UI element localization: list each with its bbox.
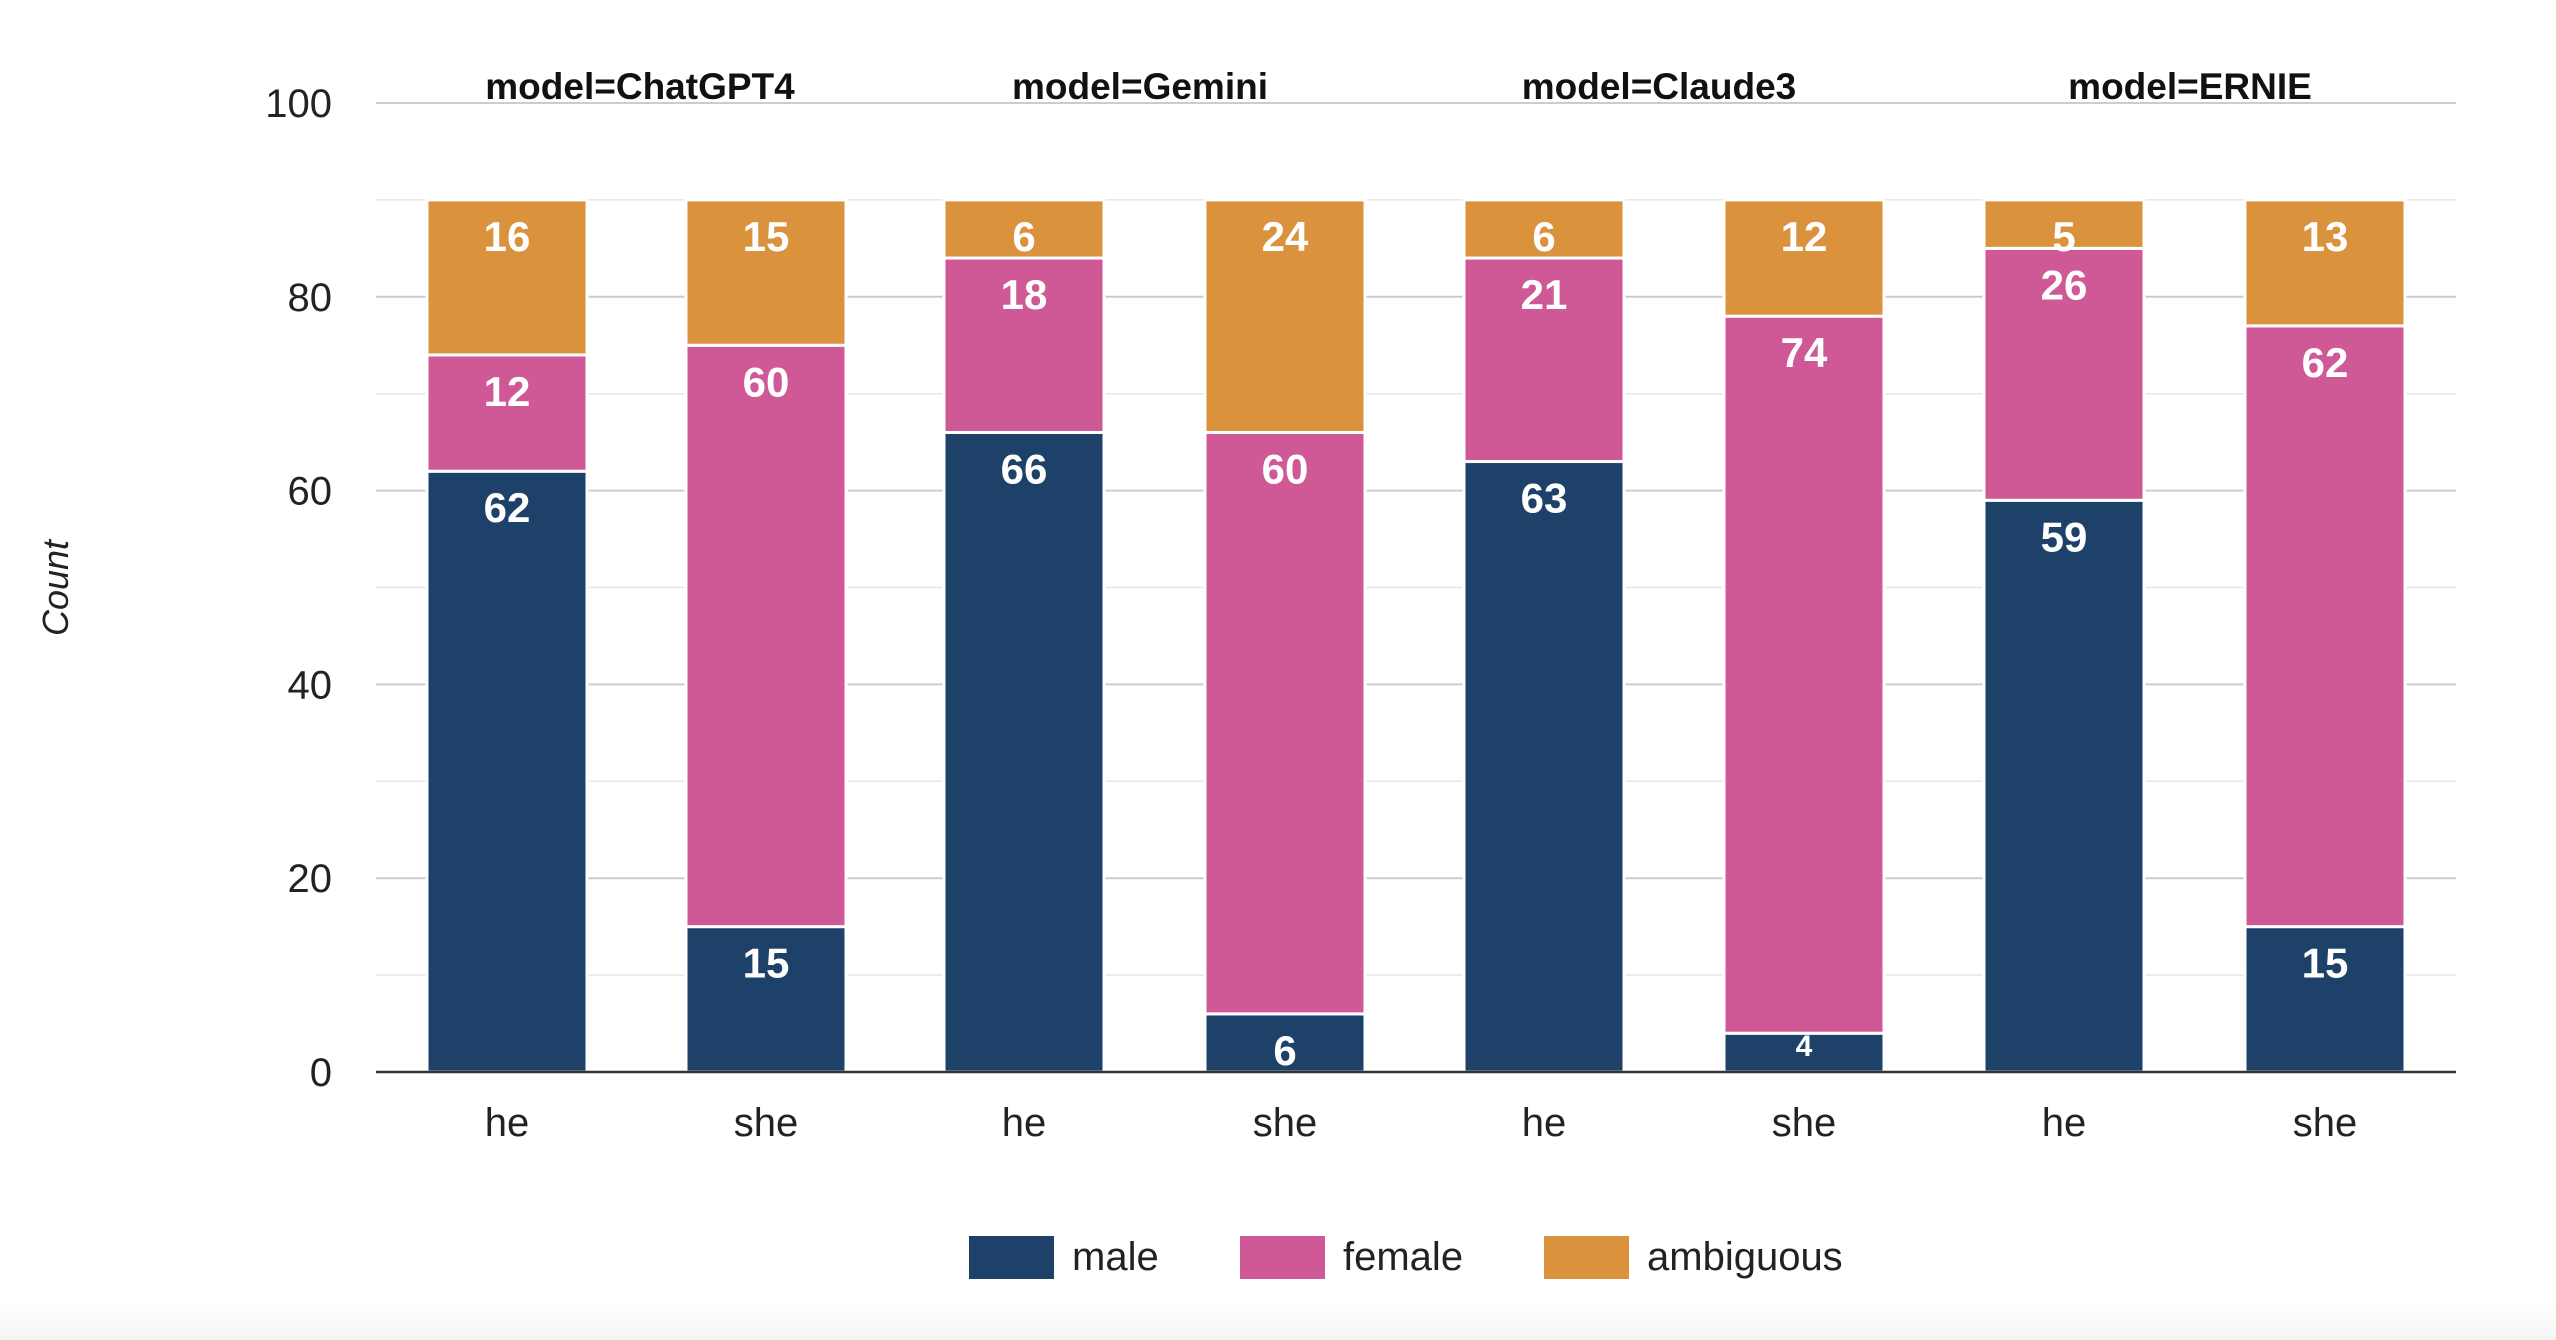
- bar-segment-ambiguous: [2243, 198, 2407, 328]
- legend: male female ambiguous: [969, 1235, 1843, 1279]
- x-tick-label: he: [1002, 1101, 1047, 1145]
- panel-title: model=Claude3: [1522, 66, 1797, 107]
- x-axis: he she he she he she he she: [376, 1070, 2456, 1145]
- data-labels: 6212161560156618666024632164741259265156…: [484, 213, 2349, 1074]
- data-label: 5: [2052, 213, 2075, 260]
- bar-segment-female: [1722, 314, 1886, 1035]
- bar-segment-ambiguous: [1722, 198, 1886, 318]
- bar-segment-male: [942, 430, 1106, 1074]
- data-label: 74: [1781, 329, 1828, 376]
- y-tick-label: 80: [288, 276, 333, 320]
- panel-titles: model=ChatGPT4 model=Gemini model=Claude3 m…: [485, 66, 2312, 107]
- data-label: 66: [1001, 445, 1048, 492]
- bar-segment-male: [1982, 498, 2146, 1074]
- bar-segment-ambiguous: [1203, 198, 1367, 434]
- y-tick-label: 40: [288, 663, 333, 707]
- y-axis-title: Count: [35, 538, 76, 636]
- data-label: 59: [2041, 513, 2088, 560]
- bar-segment-ambiguous: [684, 198, 848, 347]
- data-label: 15: [743, 940, 790, 987]
- bar-segment-male: [425, 469, 589, 1074]
- data-label: 60: [1262, 445, 1309, 492]
- data-label: 26: [2041, 261, 2088, 308]
- data-label: 6: [1532, 213, 1555, 260]
- legend-swatch-ambiguous: [1544, 1236, 1629, 1279]
- legend-label-ambiguous: ambiguous: [1647, 1235, 1843, 1279]
- data-label: 12: [1781, 213, 1828, 260]
- bar-segment-female: [2243, 324, 2407, 929]
- data-label: 6: [1273, 1027, 1296, 1074]
- data-label: 15: [2302, 940, 2349, 987]
- x-tick-label: she: [1253, 1101, 1318, 1145]
- data-label: 16: [484, 213, 531, 260]
- y-axis: 0 20 40 60 80 100 Count: [35, 82, 332, 1095]
- x-tick-label: she: [734, 1101, 799, 1145]
- data-label: 63: [1521, 475, 1568, 522]
- data-label: 12: [484, 368, 531, 415]
- legend-swatch-female: [1240, 1236, 1325, 1279]
- y-tick-label: 0: [310, 1051, 332, 1095]
- bar-segment-ambiguous: [1982, 198, 2146, 250]
- data-label: 18: [1001, 271, 1048, 318]
- bar-segment-ambiguous: [425, 198, 589, 357]
- legend-label-male: male: [1072, 1235, 1159, 1279]
- bar-segment-female: [684, 343, 848, 929]
- x-tick-label: he: [1522, 1101, 1567, 1145]
- panel-title: model=Gemini: [1012, 66, 1268, 107]
- x-tick-label: he: [485, 1101, 530, 1145]
- data-label: 6: [1012, 213, 1035, 260]
- x-tick-label: he: [2042, 1101, 2087, 1145]
- y-tick-label: 20: [288, 857, 333, 901]
- bars: [425, 198, 2407, 1074]
- bar-segment-female: [1982, 246, 2146, 502]
- data-label: 13: [2302, 213, 2349, 260]
- y-tick-label: 100: [265, 82, 332, 126]
- data-label: 60: [743, 358, 790, 405]
- panel-title: model=ChatGPT4: [485, 66, 795, 107]
- bar-segment-female: [1203, 430, 1367, 1016]
- data-label: 4: [1796, 1030, 1813, 1063]
- bar-segment-male: [1462, 460, 1626, 1074]
- data-label: 24: [1262, 213, 1309, 260]
- bar-segment-female: [942, 256, 1106, 434]
- data-label: 21: [1521, 271, 1568, 318]
- data-label: 15: [743, 213, 790, 260]
- x-tick-label: she: [1772, 1101, 1837, 1145]
- bar-segment-ambiguous: [942, 198, 1106, 260]
- x-tick-label: she: [2293, 1101, 2358, 1145]
- y-tick-label: 60: [288, 470, 333, 514]
- bar-segment-ambiguous: [1462, 198, 1626, 260]
- bar-segment-female: [1462, 256, 1626, 464]
- panel-title: model=ERNIE: [2068, 66, 2312, 107]
- bottom-fade: [0, 1304, 2556, 1340]
- data-label: 62: [484, 484, 531, 531]
- data-label: 62: [2302, 339, 2349, 386]
- legend-swatch-male: [969, 1236, 1054, 1279]
- bar-segment-male: [1203, 1012, 1367, 1074]
- legend-label-female: female: [1343, 1235, 1463, 1279]
